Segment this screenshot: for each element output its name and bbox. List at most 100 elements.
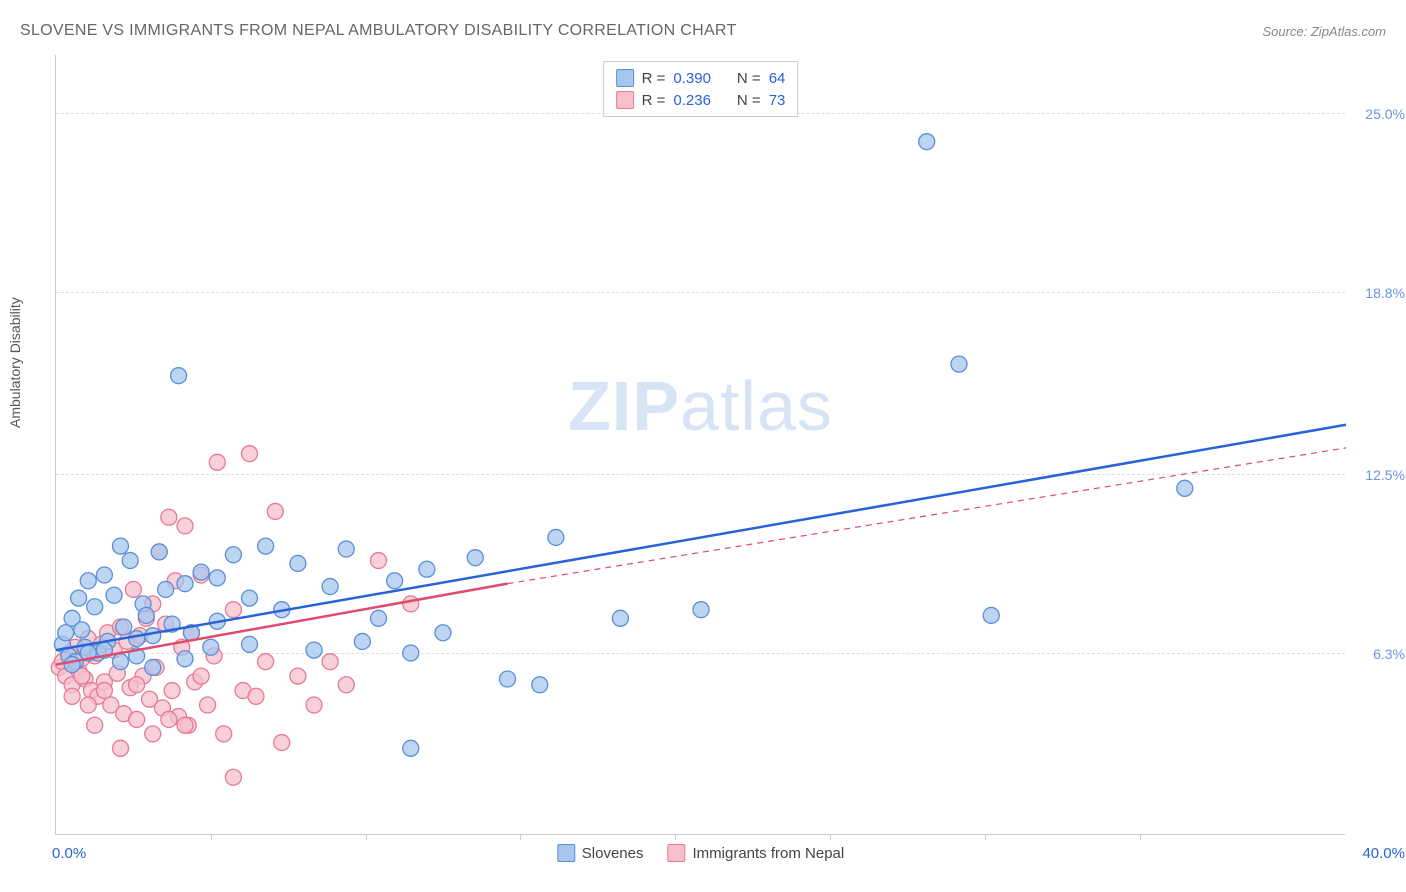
data-point <box>177 651 193 667</box>
data-point <box>267 503 283 519</box>
data-point <box>96 567 112 583</box>
n-label: N = <box>737 92 761 109</box>
plot-area: ZIPatlas 6.3%12.5%18.8%25.0% R = 0.390 N… <box>55 55 1345 835</box>
data-point <box>225 769 241 785</box>
data-point <box>193 668 209 684</box>
series-legend: Slovenes Immigrants from Nepal <box>557 844 844 862</box>
source-attribution: Source: ZipAtlas.com <box>1262 24 1386 39</box>
legend-label-slovenes: Slovenes <box>582 845 644 862</box>
chart-header: SLOVENE VS IMMIGRANTS FROM NEPAL AMBULAT… <box>20 22 1386 40</box>
data-point <box>200 697 216 713</box>
data-point <box>209 570 225 586</box>
x-axis-max-label: 40.0% <box>1362 845 1405 862</box>
n-value-nepal: 73 <box>769 92 786 109</box>
data-point <box>145 628 161 644</box>
legend-item-nepal: Immigrants from Nepal <box>668 844 845 862</box>
data-point <box>129 631 145 647</box>
legend-swatch-slovenes <box>616 69 634 87</box>
chart-title: SLOVENE VS IMMIGRANTS FROM NEPAL AMBULAT… <box>20 22 737 40</box>
data-point <box>64 657 80 673</box>
y-tick-label: 18.8% <box>1350 285 1405 301</box>
data-point <box>71 590 87 606</box>
data-point <box>387 573 403 589</box>
x-tick <box>830 834 831 840</box>
legend-swatch-nepal <box>616 91 634 109</box>
data-point <box>258 538 274 554</box>
data-point <box>177 576 193 592</box>
n-label: N = <box>737 70 761 87</box>
x-tick <box>366 834 367 840</box>
data-point <box>403 645 419 661</box>
data-point <box>306 697 322 713</box>
data-point <box>983 607 999 623</box>
scatter-svg <box>56 55 1345 834</box>
data-point <box>371 553 387 569</box>
data-point <box>106 587 122 603</box>
x-tick <box>985 834 986 840</box>
data-point <box>164 683 180 699</box>
data-point <box>403 596 419 612</box>
data-point <box>919 134 935 150</box>
data-point <box>145 726 161 742</box>
data-point <box>151 544 167 560</box>
y-tick-label: 12.5% <box>1350 467 1405 483</box>
data-point <box>216 726 232 742</box>
y-axis-label: Ambulatory Disability <box>7 297 23 428</box>
data-point <box>158 581 174 597</box>
data-point <box>177 518 193 534</box>
r-value-nepal: 0.236 <box>673 92 711 109</box>
legend-row-slovenes: R = 0.390 N = 64 <box>616 67 786 89</box>
data-point <box>113 538 129 554</box>
legend-row-nepal: R = 0.236 N = 73 <box>616 89 786 111</box>
data-point <box>338 541 354 557</box>
correlation-legend: R = 0.390 N = 64 R = 0.236 N = 73 <box>603 61 799 117</box>
data-point <box>532 677 548 693</box>
data-point <box>80 573 96 589</box>
data-point <box>193 564 209 580</box>
data-point <box>242 636 258 652</box>
trend-line <box>508 448 1347 584</box>
data-point <box>371 610 387 626</box>
x-tick <box>1140 834 1141 840</box>
data-point <box>145 659 161 675</box>
data-point <box>322 579 338 595</box>
data-point <box>80 697 96 713</box>
data-point <box>322 654 338 670</box>
data-point <box>242 446 258 462</box>
data-point <box>161 509 177 525</box>
data-point <box>500 671 516 687</box>
data-point <box>951 356 967 372</box>
y-tick-label: 25.0% <box>1350 106 1405 122</box>
data-point <box>116 619 132 635</box>
data-point <box>122 553 138 569</box>
data-point <box>693 602 709 618</box>
x-tick <box>675 834 676 840</box>
data-point <box>248 688 264 704</box>
data-point <box>612 610 628 626</box>
data-point <box>161 711 177 727</box>
data-point <box>274 735 290 751</box>
data-point <box>403 740 419 756</box>
x-tick <box>211 834 212 840</box>
data-point <box>64 688 80 704</box>
data-point <box>290 668 306 684</box>
data-point <box>113 740 129 756</box>
r-value-slovenes: 0.390 <box>673 70 711 87</box>
data-point <box>96 683 112 699</box>
legend-swatch-nepal-icon <box>668 844 686 862</box>
data-point <box>87 717 103 733</box>
data-point <box>1177 480 1193 496</box>
data-point <box>87 599 103 615</box>
n-value-slovenes: 64 <box>769 70 786 87</box>
data-point <box>354 633 370 649</box>
data-point <box>203 639 219 655</box>
data-point <box>225 602 241 618</box>
data-point <box>129 677 145 693</box>
data-point <box>290 555 306 571</box>
legend-swatch-slovenes-icon <box>557 844 575 862</box>
data-point <box>242 590 258 606</box>
data-point <box>113 654 129 670</box>
legend-item-slovenes: Slovenes <box>557 844 644 862</box>
data-point <box>58 625 74 641</box>
y-tick-label: 6.3% <box>1350 646 1405 662</box>
